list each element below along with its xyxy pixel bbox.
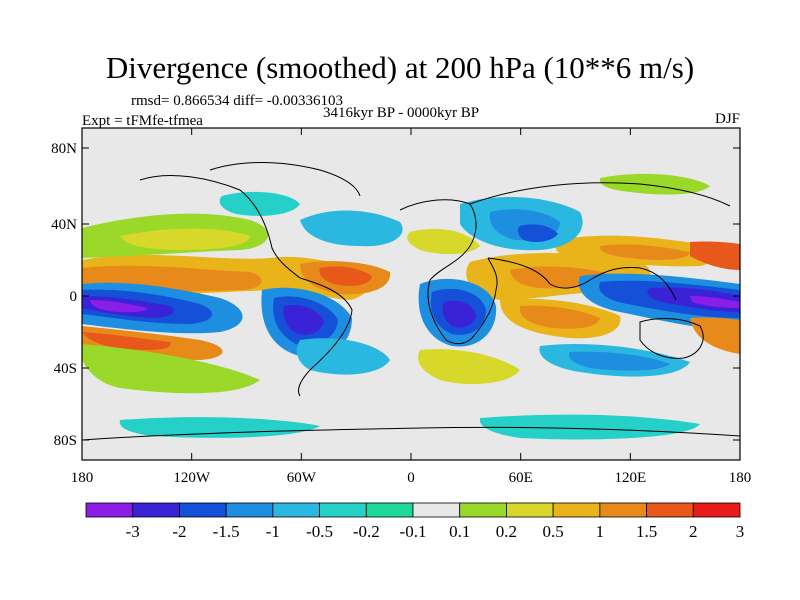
lat-tick-label: 80N xyxy=(51,141,77,157)
lon-tick-label: 0 xyxy=(407,470,415,486)
lon-tick-label: 60W xyxy=(287,470,317,486)
colorbar-label: -1.5 xyxy=(213,522,240,541)
colorbar-swatch xyxy=(692,502,741,518)
field-region xyxy=(119,417,320,438)
coastline-north-america xyxy=(139,175,301,279)
colorbar-swatch xyxy=(412,502,461,518)
field-region xyxy=(219,191,300,216)
coastlines xyxy=(82,162,740,441)
field-region xyxy=(296,338,390,375)
colorbar-label: -0.1 xyxy=(400,522,427,541)
field-region xyxy=(479,414,700,440)
field-region xyxy=(690,317,740,354)
longitude-axis: 180 120W 60W 0 60E 120E 180 xyxy=(71,128,752,486)
field-region xyxy=(319,266,372,286)
field-region xyxy=(599,244,690,260)
colorbar-swatch xyxy=(552,502,601,518)
colorbar-label: -0.5 xyxy=(306,522,333,541)
field-region xyxy=(599,173,710,195)
colorbar-swatch xyxy=(85,502,134,518)
lat-tick-label: 40S xyxy=(54,361,77,377)
colorbar-label: -3 xyxy=(126,522,140,541)
coastline-south-america xyxy=(298,277,353,397)
field-region xyxy=(519,305,600,329)
field-region xyxy=(517,224,558,242)
colorbar-label: 0.5 xyxy=(543,522,564,541)
colorbar-swatch xyxy=(132,502,180,518)
field-region xyxy=(82,332,171,350)
colorbar-label: 1 xyxy=(596,522,605,541)
lon-tick-label: 60E xyxy=(509,470,533,486)
colorbar-swatch xyxy=(225,502,274,518)
lon-tick-label: 120E xyxy=(614,470,646,486)
colorbar-swatch xyxy=(506,502,554,518)
field-region xyxy=(418,349,520,385)
coastline-south-asia xyxy=(487,257,677,301)
colorbar-label: 1.5 xyxy=(636,522,657,541)
field-region xyxy=(283,304,324,335)
field-region xyxy=(690,241,740,270)
lat-tick-label: 80S xyxy=(54,433,77,449)
colorbar-swatch xyxy=(319,502,367,518)
season-label: DJF xyxy=(714,111,740,127)
plot-title: Divergence (smoothed) at 200 hPa (10**6 … xyxy=(105,50,695,85)
field-region xyxy=(442,300,476,328)
coastline-antarctica xyxy=(82,426,740,441)
field-region xyxy=(300,210,403,247)
period-label: 3416kyr BP - 0000kyr BP xyxy=(323,105,480,121)
lon-tick-label: 180 xyxy=(71,470,94,486)
coastline-arctic-canada xyxy=(209,162,361,197)
field-region xyxy=(568,351,670,371)
divergence-field xyxy=(82,128,740,460)
lat-tick-label: 0 xyxy=(70,289,78,305)
field-region xyxy=(82,344,260,394)
colorbar-label: -0.2 xyxy=(353,522,380,541)
field-region xyxy=(90,300,148,313)
colorbar: -3 -2 -1.5 -1 -0.5 -0.2 -0.1 0.1 0.2 0.5 1 1.5 2 3 xyxy=(85,502,745,541)
lon-tick-label: 180 xyxy=(729,470,752,486)
colorbar-swatch xyxy=(272,502,320,518)
coastline-eurasia-north xyxy=(469,182,731,207)
colorbar-label: 0.2 xyxy=(496,522,517,541)
colorbar-swatch xyxy=(646,502,694,518)
colorbar-label: -1 xyxy=(266,522,280,541)
field-region xyxy=(407,228,480,255)
colorbar-swatch xyxy=(459,502,507,518)
lat-tick-label: 40N xyxy=(51,217,77,233)
field-region xyxy=(690,296,740,308)
colorbar-label: 3 xyxy=(736,522,745,541)
stats-label: rmsd= 0.866534 diff= -0.00336103 xyxy=(131,93,344,109)
colorbar-label: -2 xyxy=(172,522,186,541)
colorbar-swatch xyxy=(365,502,414,518)
field-region xyxy=(120,228,250,250)
colorbar-label: 2 xyxy=(689,522,698,541)
coastline-australia xyxy=(639,318,704,359)
lon-tick-label: 120W xyxy=(173,470,211,486)
experiment-label: Expt = tFMfe-tfmea xyxy=(82,113,203,129)
latitude-axis: 80N 40N 0 40S 80S xyxy=(51,141,740,449)
colorbar-label: 0.1 xyxy=(449,522,470,541)
colorbar-swatch xyxy=(179,502,227,518)
colorbar-swatch xyxy=(599,502,647,518)
